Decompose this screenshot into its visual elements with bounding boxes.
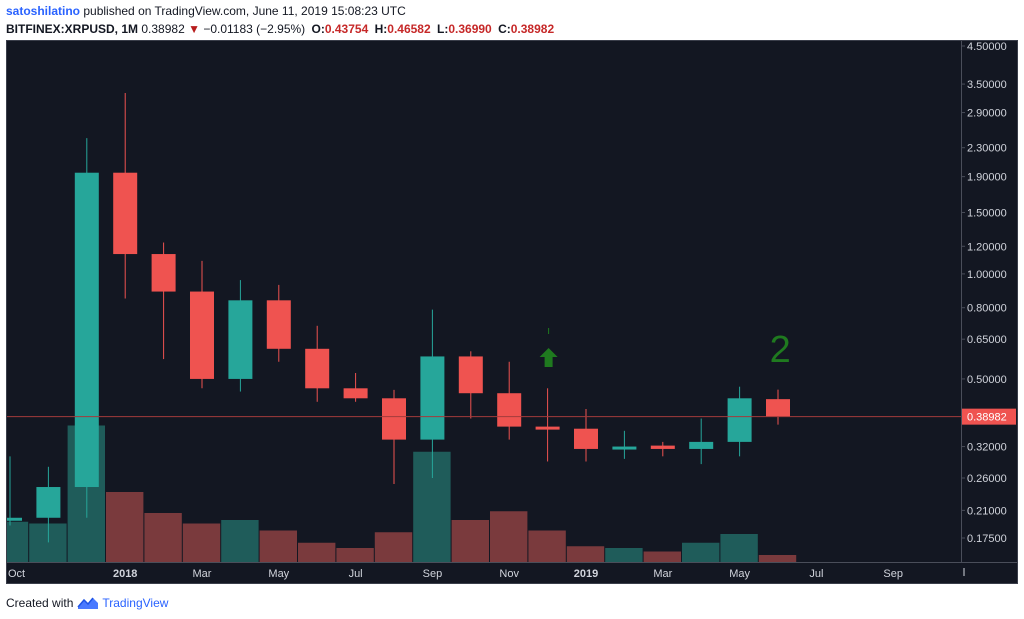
volume-bar [566, 546, 605, 562]
candle-body [113, 172, 138, 255]
low-value: 0.36990 [448, 22, 492, 36]
chart-header: satoshilatino published on TradingView.c… [6, 2, 1016, 38]
candle-body [574, 428, 598, 449]
published-text: published on TradingView.com, June 11, 2… [83, 4, 406, 18]
close-value: 0.38982 [510, 22, 555, 36]
high-value: 0.46582 [387, 22, 431, 36]
down-arrow-icon: ▼ [188, 22, 200, 36]
y-tick-label: 0.65000 [967, 334, 1007, 346]
volume-bar [643, 551, 681, 562]
y-tick-label: 0.80000 [967, 303, 1007, 315]
x-tick-label: Mar [653, 568, 672, 580]
volume-bar [605, 548, 643, 562]
chart-background [7, 41, 1017, 583]
candle-body [650, 445, 675, 449]
x-tick-label: Sep [883, 568, 903, 580]
candle-body [7, 517, 22, 521]
tradingview-link[interactable]: TradingView [102, 596, 169, 610]
open-label: O: [311, 22, 325, 36]
volume-bar [528, 530, 566, 562]
volume-bar [7, 521, 29, 562]
candle-body [497, 393, 522, 427]
annotation-label: 2 [770, 329, 791, 371]
volume-bar [451, 520, 489, 562]
publish-line: satoshilatino published on TradingView.c… [6, 2, 1016, 20]
last-price: 0.38982 [141, 22, 185, 36]
candle-body [689, 441, 714, 449]
tradingview-logo-icon [77, 597, 99, 609]
candlestick-chart[interactable]: 20.175000.210000.260000.320000.400000.50… [7, 41, 1017, 583]
candle-body [305, 348, 330, 389]
created-with-text: Created with [6, 596, 74, 610]
candle-body [535, 426, 560, 430]
candle-body [74, 172, 99, 488]
volume-bar [374, 532, 413, 562]
volume-bar [758, 555, 797, 562]
author-link[interactable]: satoshilatino [6, 4, 81, 18]
y-tick-label: 0.21000 [967, 505, 1007, 517]
y-tick-label: 4.50000 [967, 41, 1007, 53]
y-tick-label: 0.32000 [967, 442, 1007, 454]
candle-body [190, 291, 214, 379]
candle-body [382, 398, 406, 440]
volume-bar [221, 520, 259, 562]
chart-area[interactable]: 20.175000.210000.260000.320000.400000.50… [6, 40, 1018, 584]
symbol-line: BITFINEX:XRPUSD, 1M 0.38982 ▼ −0.01183 (… [6, 20, 1016, 38]
candle-body [458, 356, 483, 394]
candle-body [612, 446, 637, 450]
x-tick-label: 2019 [574, 568, 598, 580]
footer: Created with TradingView [6, 593, 168, 613]
candle-body [266, 300, 291, 349]
y-tick-label: 2.90000 [967, 108, 1007, 120]
candle-body [36, 487, 61, 518]
candle-body [228, 300, 253, 379]
x-tick-label: Mar [193, 568, 212, 580]
y-tick-label: 1.00000 [967, 269, 1007, 281]
symbol-label: BITFINEX:XRPUSD, 1M [6, 22, 139, 36]
volume-bar [682, 542, 720, 562]
x-tick-label: Sep [423, 568, 443, 580]
volume-bar [298, 542, 336, 562]
y-tick-label: 1.50000 [967, 207, 1007, 219]
open-value: 0.43754 [324, 22, 369, 36]
x-tick-label: Jul [809, 568, 823, 580]
x-tick-label: May [268, 568, 289, 580]
candle-body [766, 399, 790, 417]
high-label: H: [374, 22, 388, 36]
low-label: L: [437, 22, 449, 36]
y-tick-label: 3.50000 [967, 79, 1007, 91]
y-tick-label: 1.20000 [967, 241, 1007, 253]
volume-bar [144, 513, 182, 562]
last-price-label: 0.38982 [967, 412, 1007, 424]
volume-bar [336, 548, 374, 562]
y-tick-label: 0.26000 [967, 473, 1007, 485]
volume-bar [720, 534, 758, 562]
volume-bar [182, 523, 221, 562]
last-price-badge [962, 408, 1016, 425]
x-tick-label: Nov [499, 568, 519, 580]
price-change: −0.01183 (−2.95%) [203, 22, 306, 36]
y-tick-label: 2.30000 [967, 143, 1007, 155]
close-label: C: [498, 22, 511, 36]
candle-body [420, 356, 445, 440]
volume-bar [259, 530, 297, 562]
x-tick-label: Oct [8, 568, 25, 580]
x-tick-label: Jul [349, 568, 363, 580]
x-tick-label: May [729, 568, 750, 580]
y-tick-label: 1.90000 [967, 172, 1007, 184]
x-tick-label: 2018 [113, 568, 137, 580]
arrow-up-icon [539, 348, 558, 367]
y-tick-label: 0.17500 [967, 533, 1007, 545]
volume-bar [490, 511, 528, 562]
candle-body [727, 398, 752, 442]
candle-body [343, 388, 368, 399]
volume-bar [106, 492, 144, 562]
y-tick-label: 0.50000 [967, 374, 1007, 386]
candle-body [151, 254, 176, 292]
